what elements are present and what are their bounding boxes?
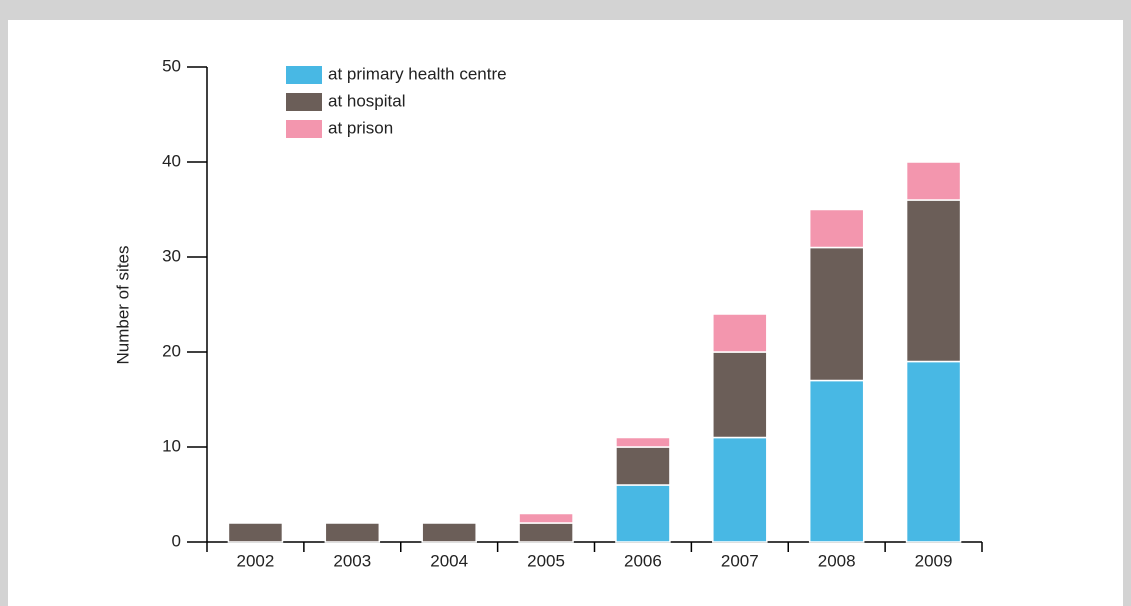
x-tick-label: 2005 bbox=[527, 551, 565, 570]
x-tick-label: 2004 bbox=[430, 551, 468, 570]
x-tick-label: 2007 bbox=[721, 551, 759, 570]
bar-segment bbox=[712, 351, 768, 439]
bar-segment bbox=[712, 436, 768, 543]
y-tick-label: 20 bbox=[162, 341, 181, 360]
bar-segment bbox=[615, 446, 671, 486]
y-tick-label: 0 bbox=[172, 531, 181, 550]
y-axis-label: Number of sites bbox=[113, 245, 132, 364]
bar-segment bbox=[808, 208, 865, 249]
y-tick-label: 10 bbox=[162, 436, 181, 455]
bar-segment bbox=[808, 246, 865, 382]
legend-label: at primary health centre bbox=[328, 64, 507, 83]
legend-swatch bbox=[286, 66, 322, 84]
legend-swatch bbox=[286, 93, 322, 111]
x-tick-label: 2006 bbox=[624, 551, 662, 570]
x-tick-label: 2003 bbox=[333, 551, 371, 570]
bar-segment bbox=[905, 360, 962, 543]
x-tick-label: 2008 bbox=[818, 551, 856, 570]
bar-segment bbox=[227, 522, 284, 543]
bar-segment bbox=[712, 313, 768, 353]
y-tick-label: 40 bbox=[162, 151, 181, 170]
bar-segment bbox=[518, 512, 574, 524]
y-tick-label: 30 bbox=[162, 246, 181, 265]
bar-segment bbox=[324, 522, 381, 543]
bar-segment bbox=[905, 199, 962, 363]
legend-label: at prison bbox=[328, 118, 393, 137]
legend-swatch bbox=[286, 120, 322, 138]
x-tick-label: 2002 bbox=[237, 551, 275, 570]
bar-segment bbox=[808, 379, 865, 543]
bar-segment bbox=[421, 522, 477, 543]
bar-segment bbox=[905, 161, 962, 201]
bar-segment bbox=[615, 484, 671, 543]
bar-segment bbox=[615, 436, 671, 448]
x-tick-label: 2009 bbox=[915, 551, 953, 570]
bar-segment bbox=[518, 522, 574, 543]
legend-label: at hospital bbox=[328, 91, 406, 110]
y-tick-label: 50 bbox=[162, 56, 181, 75]
